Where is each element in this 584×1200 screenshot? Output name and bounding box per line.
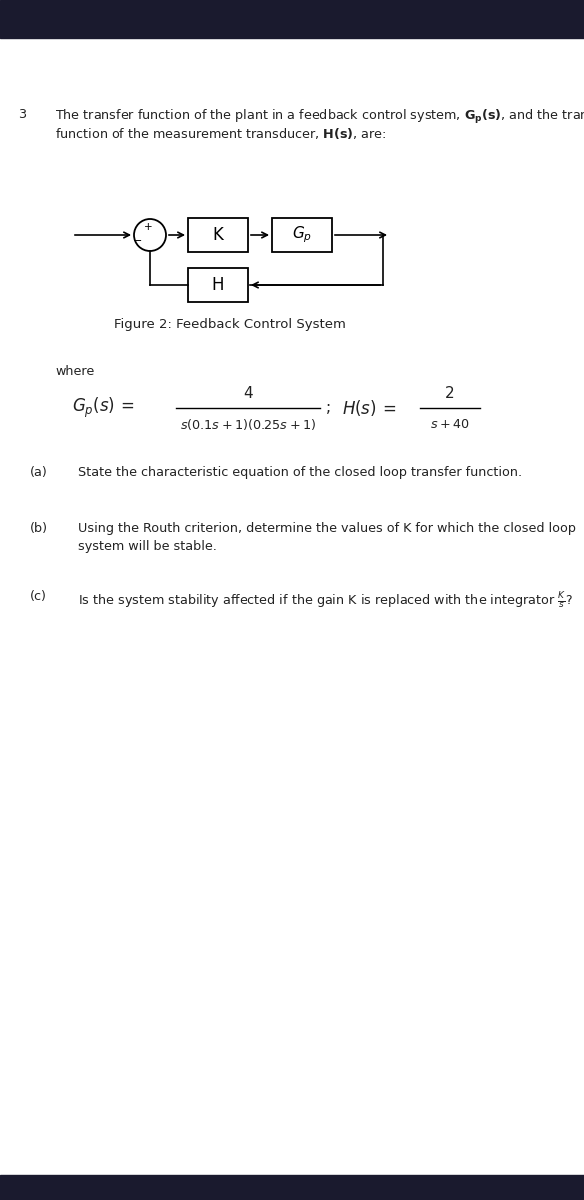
- Text: The transfer function of the plant in a feedback control system, $\mathbf{G_p(s): The transfer function of the plant in a …: [55, 108, 584, 126]
- Text: (a): (a): [30, 466, 48, 479]
- Text: ;: ;: [326, 401, 331, 415]
- Text: −: −: [133, 236, 142, 246]
- Text: $s(0.1s+1)(0.25s+1)$: $s(0.1s+1)(0.25s+1)$: [180, 418, 316, 432]
- Text: 3: 3: [18, 108, 26, 121]
- Text: (c): (c): [30, 590, 47, 602]
- Text: Is the system stability affected if the gain K is replaced with the integrator $: Is the system stability affected if the …: [78, 590, 573, 611]
- Bar: [188, 268, 248, 302]
- Text: H: H: [212, 276, 224, 294]
- Text: $G_p(s)\,=$: $G_p(s)\,=$: [72, 396, 134, 420]
- Text: +: +: [144, 222, 152, 232]
- Text: system will be stable.: system will be stable.: [78, 540, 217, 553]
- Text: 2: 2: [445, 385, 455, 401]
- Bar: [188, 218, 248, 252]
- Text: where: where: [55, 365, 94, 378]
- Text: $H(s)\,=$: $H(s)\,=$: [342, 398, 396, 418]
- Text: $G_p$: $G_p$: [292, 224, 312, 245]
- Text: $s+40$: $s+40$: [430, 419, 470, 432]
- Text: (b): (b): [30, 522, 48, 535]
- Text: Using the Routh criterion, determine the values of K for which the closed loop: Using the Routh criterion, determine the…: [78, 522, 576, 535]
- Text: K: K: [213, 226, 224, 244]
- Text: function of the measurement transducer, $\mathbf{H(s)}$, are:: function of the measurement transducer, …: [55, 126, 387, 140]
- Text: State the characteristic equation of the closed loop transfer function.: State the characteristic equation of the…: [78, 466, 522, 479]
- Text: 4: 4: [243, 385, 253, 401]
- Bar: [272, 218, 332, 252]
- Text: Figure 2: Feedback Control System: Figure 2: Feedback Control System: [114, 318, 346, 331]
- Bar: [0, 1175, 584, 1200]
- Bar: [0, 0, 584, 38]
